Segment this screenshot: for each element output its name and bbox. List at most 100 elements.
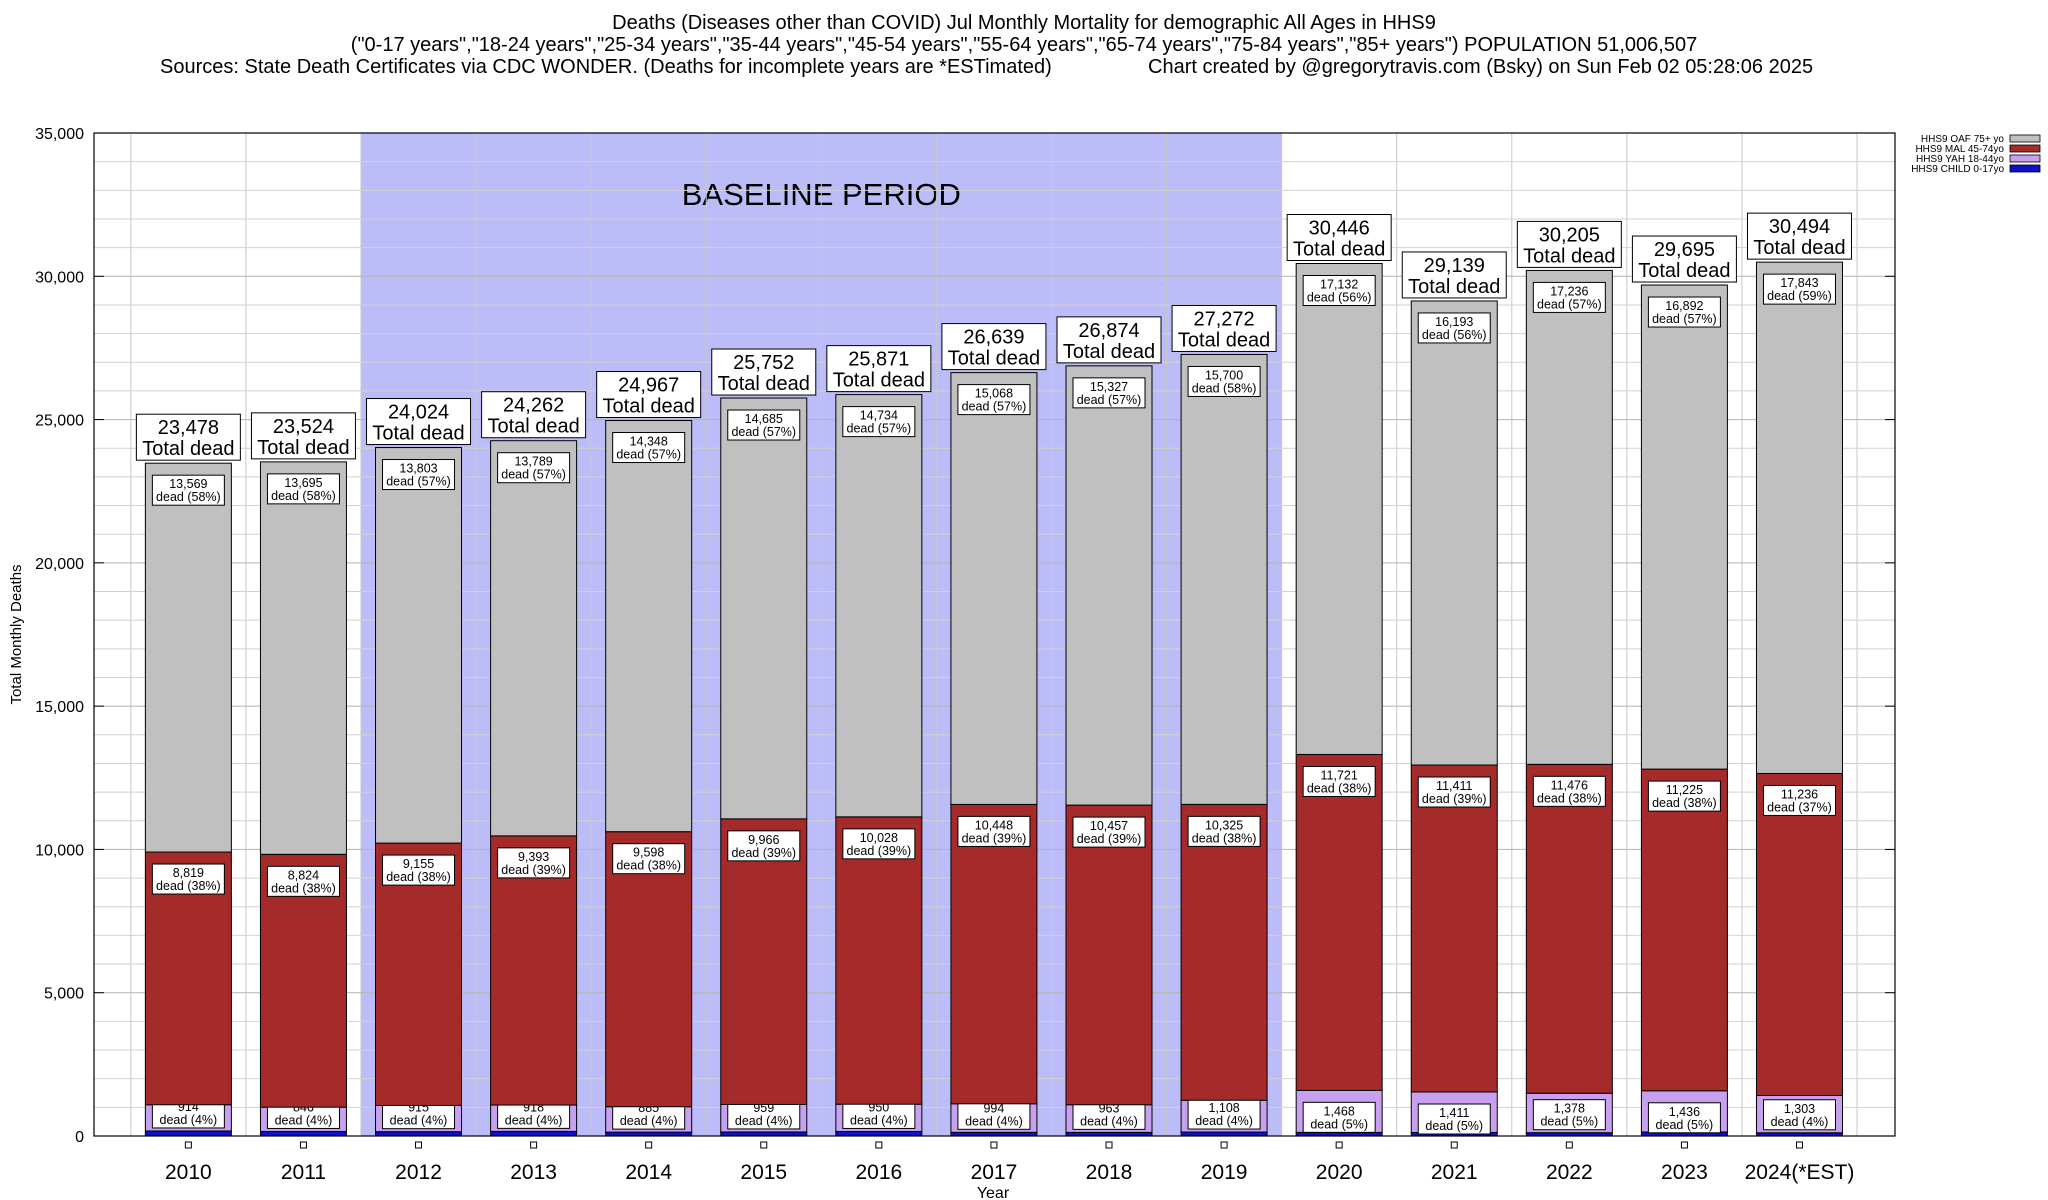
data-label-percent: dead (57%) [847,422,912,436]
total-label-box [366,398,472,446]
bar-segment-hhs9-mal-45-74yo [1410,764,1498,1093]
data-label-value: 8,819 [173,866,204,880]
data-label-percent: dead (4%) [620,1114,678,1128]
bar-segment-hhs9-oaf-75-yo [1755,261,1843,774]
legend-entry-swatch [2009,134,2041,143]
x-tick-marker [530,1141,538,1149]
total-label-suffix: Total dead [142,438,234,460]
data-label-value: 13,789 [514,455,552,469]
legend-entry-label: HHS9 MAL 45-74yo [1915,144,2004,155]
data-label-value: 11,476 [1551,778,1588,792]
data-label-value: 14,348 [630,435,668,449]
total-label-value: 24,967 [618,375,679,397]
total-label-value: 26,874 [1078,320,1139,342]
data-label-percent: dead (58%) [156,490,221,504]
data-label-value: 8,824 [288,868,319,882]
x-tick-label: 2010 [165,1161,212,1184]
total-label-box [941,323,1047,371]
data-label-value: 9,155 [403,857,434,871]
total-label-value: 27,272 [1193,308,1254,330]
data-label-percent: dead (4%) [735,1114,793,1128]
data-label-value: 11,236 [1781,787,1818,801]
bar-segment-hhs9-child-0-17yo [259,1130,347,1137]
bar-segment-hhs9-mal-45-74yo [490,835,578,1106]
x-tick-label: 2014 [625,1161,672,1184]
data-label-box [727,830,801,862]
x-tick-marker [1680,1141,1688,1149]
data-label-percent: dead (4%) [965,1114,1023,1128]
bar-segment-hhs9-mal-45-74yo [1295,753,1383,1091]
data-label-box [1417,312,1491,344]
data-label-percent: dead (4%) [160,1113,218,1127]
x-tick-label: 2019 [1201,1161,1248,1184]
total-label-suffix: Total dead [257,437,349,459]
data-label-percent: dead (38%) [271,881,336,895]
data-label-value: 1,411 [1439,1106,1469,1120]
total-label-value: 30,494 [1769,216,1830,238]
total-label-value: 25,752 [733,352,794,374]
x-tick-marker [990,1141,998,1149]
total-label-value: 23,524 [273,416,334,438]
total-label-suffix: Total dead [1293,239,1385,261]
y-tick-label: 25,000 [35,413,84,430]
data-label-box [1302,275,1376,307]
x-tick-marker [1565,1141,1573,1149]
x-tick-marker [1105,1141,1113,1149]
total-label-value: 23,478 [158,417,219,439]
x-tick-marker [760,1141,768,1149]
data-label-percent: dead (39%) [1077,832,1142,846]
y-tick-label: 35,000 [35,126,84,143]
data-label-percent: dead (39%) [501,863,566,877]
bar-segment-hhs9-oaf-75-yo [1295,263,1383,755]
data-label-percent: dead (4%) [850,1113,908,1127]
data-label-box [1417,1103,1491,1135]
data-label-box [1647,780,1721,812]
data-label-box [497,452,571,484]
data-label-percent: dead (5%) [1540,1115,1598,1129]
data-label-value: 9,393 [518,850,549,864]
bar-segment-hhs9-oaf-75-yo [1410,300,1498,766]
data-label-box [266,865,340,897]
data-label-value: 9,598 [633,846,664,860]
data-label-percent: dead (57%) [1652,312,1717,326]
data-label-value: 1,468 [1324,1104,1355,1118]
total-label-value: 26,639 [963,327,1024,349]
data-label-value: 17,132 [1320,278,1358,292]
data-label-box [957,815,1031,847]
data-label-value: 14,685 [745,412,783,426]
data-label-box [612,843,686,875]
data-label-percent: dead (37%) [1767,800,1832,814]
y-tick-label: 30,000 [35,269,84,286]
bar-segment-hhs9-child-0-17yo [720,1131,808,1137]
total-label-value: 29,695 [1654,239,1715,261]
chart-title: Deaths (Diseases other than COVID) Jul M… [612,12,1436,34]
bar-segment-hhs9-mal-45-74yo [375,842,463,1106]
bar-segment-hhs9-child-0-17yo [490,1130,578,1137]
total-label-suffix: Total dead [372,423,464,445]
total-label-value: 29,139 [1424,255,1485,277]
data-label-percent: dead (57%) [501,468,566,482]
total-label-suffix: Total dead [1063,341,1155,363]
plot-frame [93,132,1896,1137]
data-label-box [151,474,225,506]
x-tick-label: 2015 [740,1161,787,1184]
data-label-value: 14,734 [860,409,898,423]
total-label-suffix: Total dead [603,396,695,418]
data-label-percent: dead (5%) [1310,1117,1368,1131]
data-label-value: 16,193 [1435,315,1473,329]
data-label-value: 13,695 [284,476,322,490]
legend-entry-swatch [2009,154,2041,163]
data-label-value: 17,843 [1780,276,1818,290]
total-label-value: 30,446 [1309,218,1370,240]
data-label-value: 15,700 [1205,368,1243,382]
data-label-percent: dead (5%) [1425,1119,1483,1133]
data-label-box [1417,776,1491,808]
data-label-percent: dead (4%) [275,1113,333,1127]
data-label-value: 1,108 [1208,1101,1239,1115]
data-label-percent: dead (57%) [616,448,681,462]
data-label-box [1647,296,1721,328]
data-label-percent: dead (57%) [1537,297,1602,311]
data-label-box [1302,765,1376,797]
bar-segment-hhs9-child-0-17yo [375,1131,463,1137]
